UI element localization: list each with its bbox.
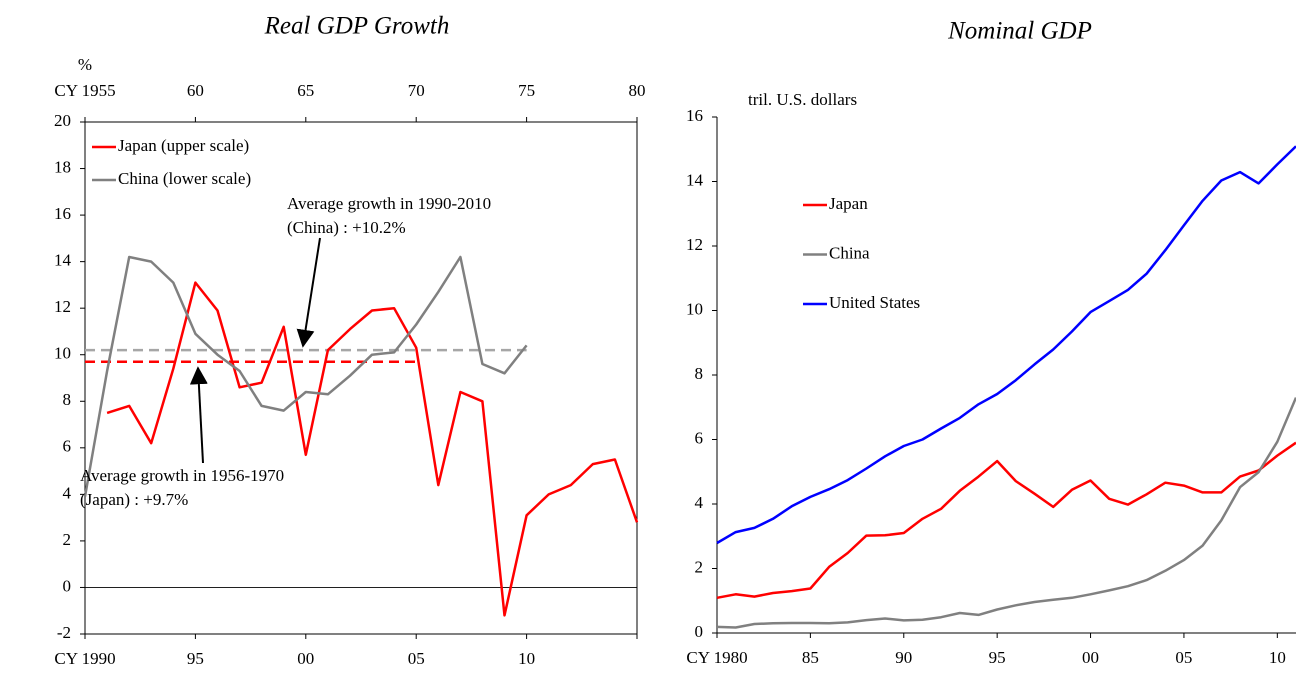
- x2-tick-label: 70: [408, 81, 425, 100]
- series-line: [106, 281, 639, 617]
- x-tick-label: 05: [408, 649, 425, 668]
- x-tick-label: 10: [1269, 648, 1286, 667]
- x-tick-label: 10: [518, 649, 535, 668]
- y-tick-label: -2: [57, 623, 71, 642]
- y-tick-label: 6: [695, 428, 704, 447]
- x2-tick-label: 60: [187, 81, 204, 100]
- legend-label: Japan: [829, 194, 868, 213]
- y-tick-label: 10: [54, 344, 71, 363]
- y-axis-label: tril. U.S. dollars: [748, 90, 857, 109]
- y-tick-label: 10: [686, 299, 703, 318]
- annotation: (China) : +10.2%: [287, 218, 406, 237]
- legend-label: United States: [829, 293, 920, 312]
- x2-tick-label: 80: [629, 81, 646, 100]
- y-tick-label: 14: [686, 170, 704, 189]
- legend-label: Japan (upper scale): [118, 136, 249, 155]
- legend-label: China: [829, 243, 870, 262]
- series-line: [83, 255, 528, 497]
- x2-tick-label: 65: [297, 81, 314, 100]
- y-tick-label: 12: [54, 297, 71, 316]
- x-tick-label: 85: [802, 648, 819, 667]
- x-tick-label: 00: [1082, 648, 1099, 667]
- y-axis-label: %: [78, 55, 92, 74]
- y-tick-label: 8: [695, 364, 704, 383]
- y-tick-label: 20: [54, 111, 71, 130]
- y-tick-label: 2: [695, 557, 704, 576]
- y-tick-label: 6: [63, 437, 72, 456]
- x-tick-label: 90: [895, 648, 912, 667]
- y-tick-label: 18: [54, 157, 71, 176]
- x-tick-label: CY 1980: [686, 648, 747, 667]
- x-tick-label: 00: [297, 649, 314, 668]
- y-tick-label: 0: [695, 622, 704, 641]
- chart-title: Real GDP Growth: [264, 13, 450, 40]
- x2-tick-label: 75: [518, 81, 535, 100]
- annotation-arrow: [189, 366, 208, 464]
- x-tick-label: CY 1990: [54, 649, 115, 668]
- y-tick-label: 12: [686, 235, 703, 254]
- annotation: (Japan) : +9.7%: [80, 490, 188, 509]
- x-tick-label: 05: [1175, 648, 1192, 667]
- y-tick-label: 4: [695, 493, 704, 512]
- y-tick-label: 8: [63, 390, 72, 409]
- y-tick-label: 16: [54, 204, 71, 223]
- y-tick-label: 16: [686, 106, 703, 125]
- series-line: [716, 397, 1296, 629]
- annotation: Average growth in 1956-1970: [80, 466, 284, 485]
- series-line: [716, 441, 1296, 600]
- x-tick-label: 95: [187, 649, 204, 668]
- legend-label: China (lower scale): [118, 169, 251, 188]
- annotation-arrow: [296, 237, 321, 348]
- x2-tick-label: CY 1955: [54, 81, 115, 100]
- x-tick-label: 95: [989, 648, 1006, 667]
- y-tick-label: 2: [63, 530, 72, 549]
- y-tick-label: 14: [54, 251, 72, 270]
- annotation: Average growth in 1990-2010: [287, 194, 491, 213]
- chart-title: Nominal GDP: [947, 18, 1092, 45]
- series-line: [716, 145, 1296, 545]
- y-tick-label: 4: [63, 483, 72, 502]
- y-tick-label: 0: [63, 576, 72, 595]
